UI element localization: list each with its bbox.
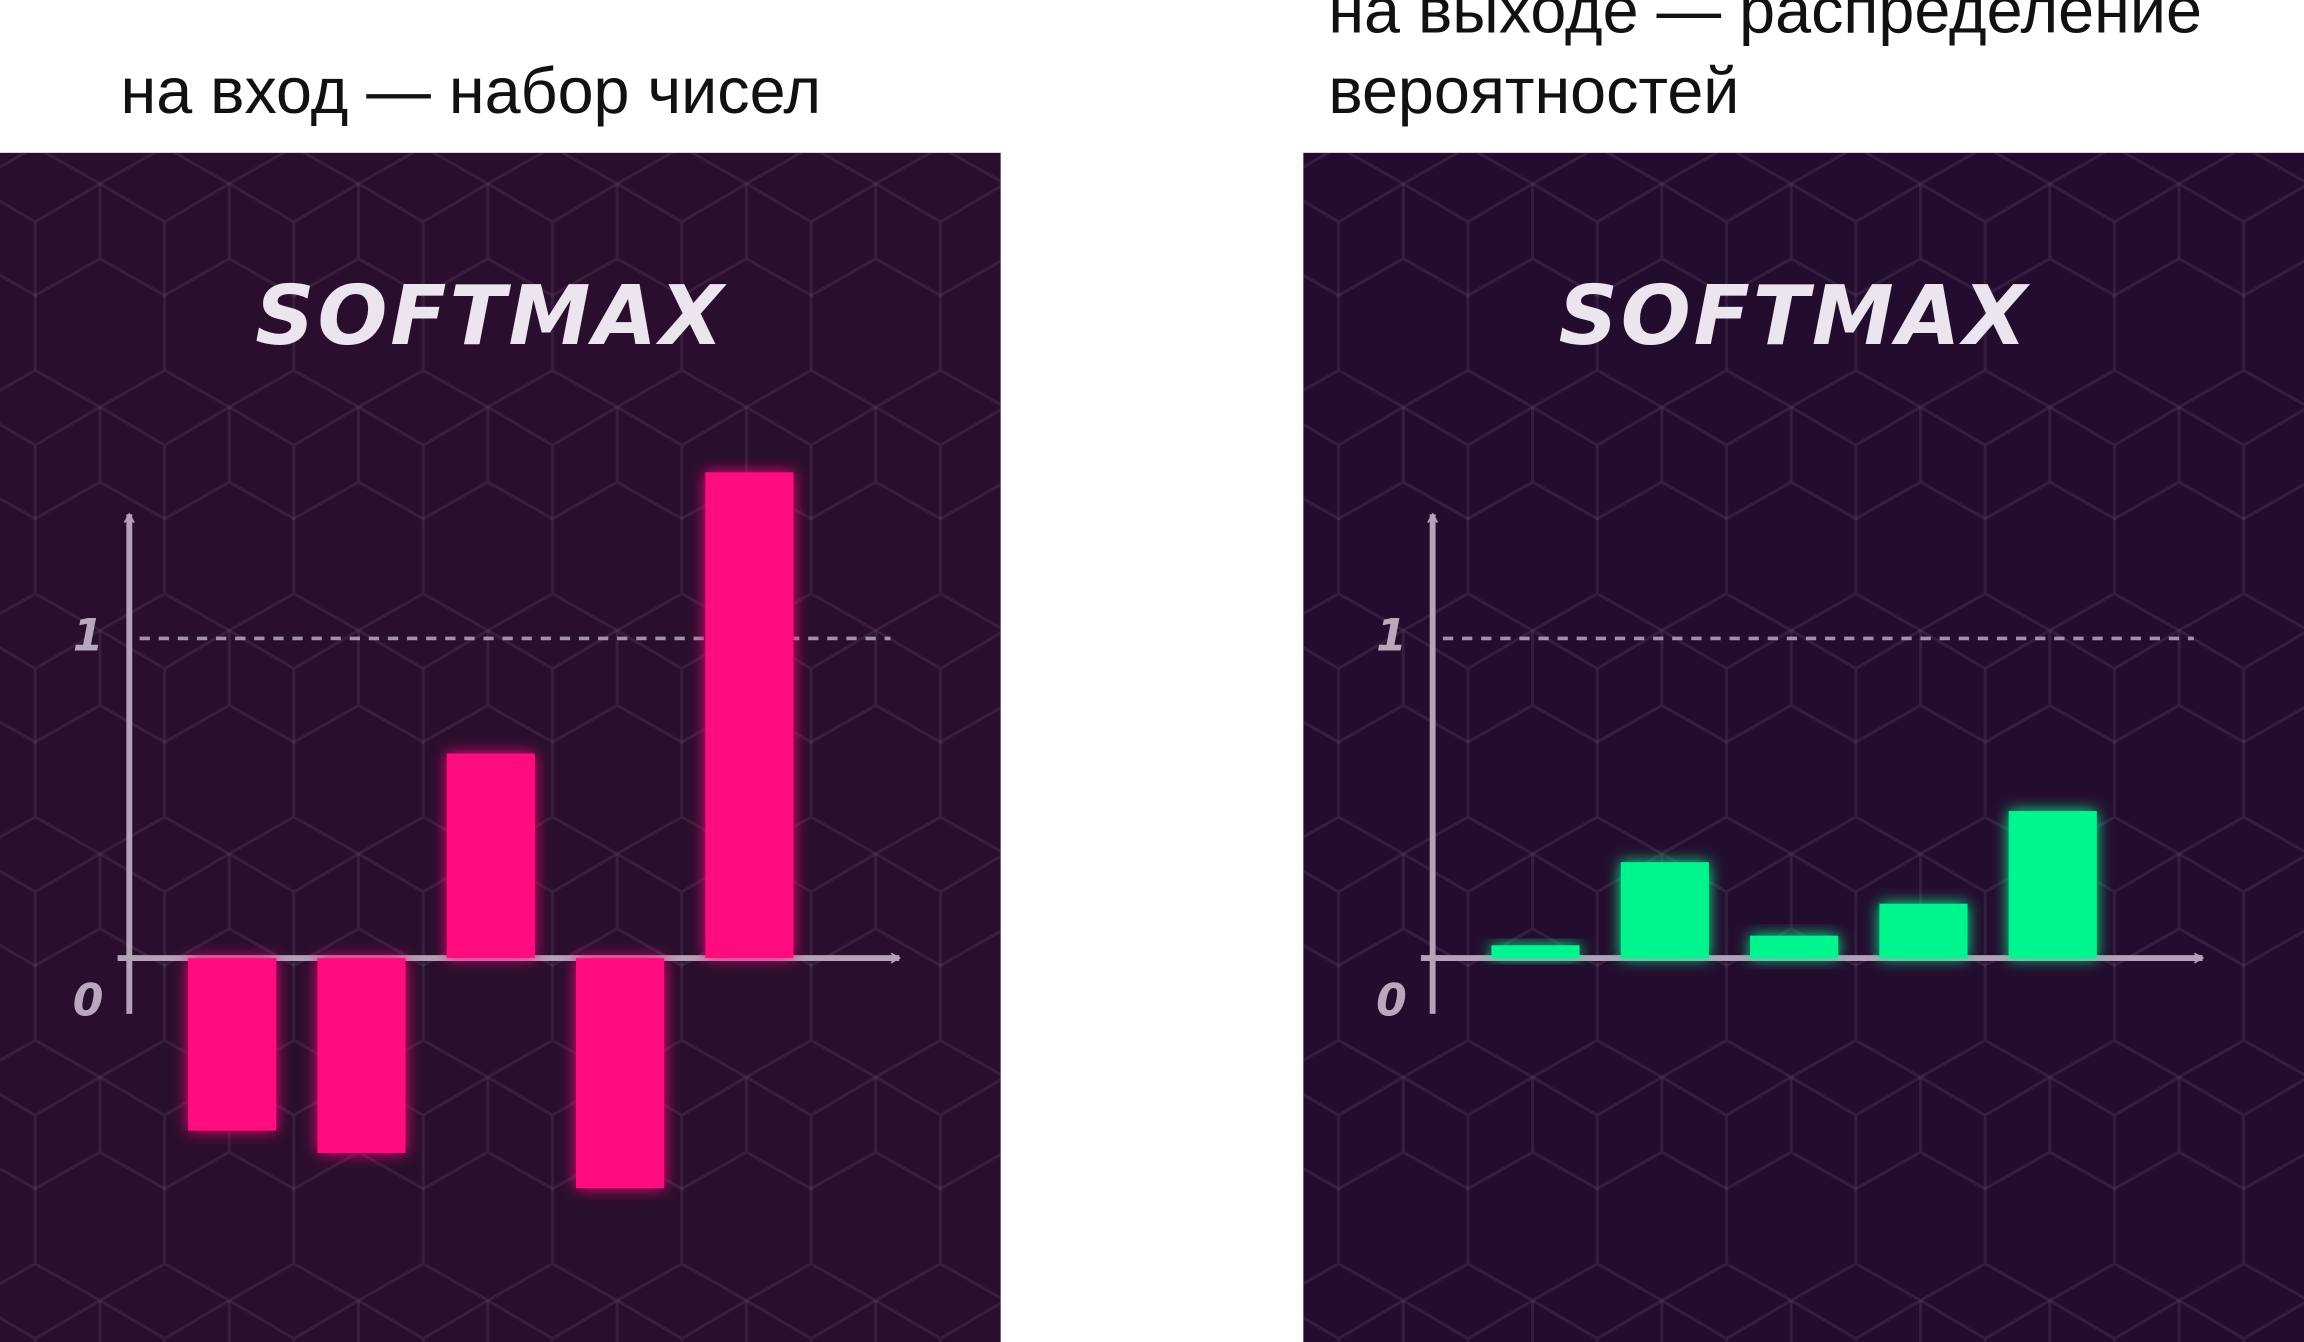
bar [1620,862,1709,959]
y-tick-label: 0 [1376,976,1407,1027]
bar [1491,945,1580,959]
y-tick-label: 1 [73,610,104,661]
caption-box: на выходе — распределение вероятностей [1328,0,2202,128]
bar [1750,935,1839,959]
y-tick-label: 0 [73,976,104,1027]
bar [1879,903,1968,959]
panel-pattern [0,152,1001,1342]
caption: на выходе — распределение вероятностей [1328,0,2202,128]
panel-pattern [1303,152,2304,1342]
y-tick-label: 1 [1376,610,1407,661]
panel-title: SOFTMAX [255,269,727,364]
chart-panel: SOFTMAX 0 1 [0,152,1001,1342]
bar [576,958,665,1189]
bar [705,472,794,959]
bar [188,958,277,1131]
bar [446,753,535,959]
caption: на вход — набор чисел [120,55,822,128]
bar [2008,811,2097,959]
chart-panel: SOFTMAX 0 1 [1303,152,2304,1342]
caption-box: на вход — набор чисел [120,55,822,128]
panel-title: SOFTMAX [1559,269,2031,364]
bar [317,958,406,1153]
